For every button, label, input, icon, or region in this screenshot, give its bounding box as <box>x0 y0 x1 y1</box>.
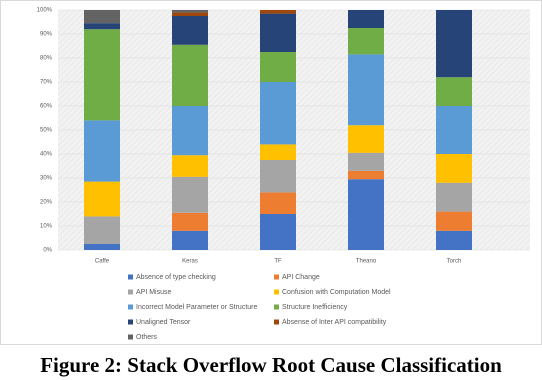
bar-segment <box>348 10 384 28</box>
bar-segment <box>348 125 384 153</box>
bar-segment <box>348 54 384 126</box>
legend-label: Absence of type checking <box>136 274 216 281</box>
y-tick-label: 20% <box>40 200 53 206</box>
bar-segment <box>84 23 120 30</box>
bar-segment <box>260 144 296 160</box>
bar-segment <box>436 230 472 250</box>
bar-segment <box>84 181 120 217</box>
x-tick-label: Torch <box>447 259 462 265</box>
legend-label: Unaligned Tensor <box>136 319 191 326</box>
y-tick-label: 100% <box>37 8 53 14</box>
bar-segment <box>348 179 384 250</box>
bar-segment <box>436 77 472 106</box>
bar-segment <box>348 170 384 180</box>
legend-label: Confusion with Computation Model <box>282 289 391 296</box>
legend-swatch <box>274 319 279 325</box>
bar-segment <box>84 120 120 182</box>
legend-swatch <box>274 274 279 280</box>
legend-swatch <box>128 334 133 340</box>
bar-segment <box>84 10 120 24</box>
x-tick-label: TF <box>274 259 282 265</box>
y-tick-label: 0% <box>43 248 52 254</box>
bar-segment <box>172 176 208 213</box>
bar-segment <box>436 182 472 212</box>
y-tick-label: 40% <box>40 152 53 158</box>
bar-segment <box>172 106 208 156</box>
legend-label: API Misuse <box>136 289 172 296</box>
y-tick-label: 90% <box>40 32 53 38</box>
bar-segment <box>260 160 296 193</box>
bar-segment <box>172 12 208 16</box>
bar-segment <box>172 212 208 231</box>
y-tick-label: 30% <box>40 176 53 182</box>
y-tick-label: 70% <box>40 80 53 86</box>
bar-segment <box>84 244 120 250</box>
legend-swatch <box>274 304 279 310</box>
bar-segment <box>436 106 472 154</box>
caption: Figure 2: Stack Overflow Root Cause Clas… <box>40 353 502 377</box>
legend-swatch <box>128 274 133 280</box>
y-tick-label: 10% <box>40 224 53 230</box>
bar-segment <box>84 29 120 121</box>
legend-swatch <box>128 304 133 310</box>
y-tick-label: 50% <box>40 128 53 134</box>
bar-segment <box>260 13 296 53</box>
x-tick-label: Caffe <box>95 259 110 265</box>
legend-label: Others <box>136 334 158 341</box>
bar-segment <box>260 192 296 214</box>
legend-swatch <box>274 289 279 295</box>
bar-segment <box>172 10 208 13</box>
legend-label: Structure Inefficiency <box>282 304 348 311</box>
bar-segment <box>172 230 208 250</box>
bar-segment <box>260 52 296 82</box>
bar-segment <box>348 28 384 55</box>
x-tick-label: Theano <box>356 259 377 265</box>
x-tick-label: Keras <box>182 259 198 265</box>
legend-label: Absense of Inter API compatibility <box>282 319 387 326</box>
bar-segment <box>436 10 472 78</box>
legend-label: API Change <box>282 274 320 281</box>
bar-segment <box>172 44 208 106</box>
bar-segment <box>348 152 384 171</box>
legend-swatch <box>128 289 133 295</box>
y-tick-label: 80% <box>40 56 53 62</box>
bar-segment <box>260 214 296 250</box>
bar-segment <box>172 155 208 177</box>
bar-segment <box>84 216 120 244</box>
bar-segment <box>436 211 472 231</box>
bar-segment <box>260 10 296 14</box>
y-tick-label: 60% <box>40 104 53 110</box>
bar-segment <box>172 16 208 45</box>
bar-segment <box>436 154 472 183</box>
legend-label: Incorrect Model Parameter or Structure <box>136 304 257 311</box>
legend-swatch <box>128 319 133 325</box>
bar-segment <box>260 82 296 145</box>
